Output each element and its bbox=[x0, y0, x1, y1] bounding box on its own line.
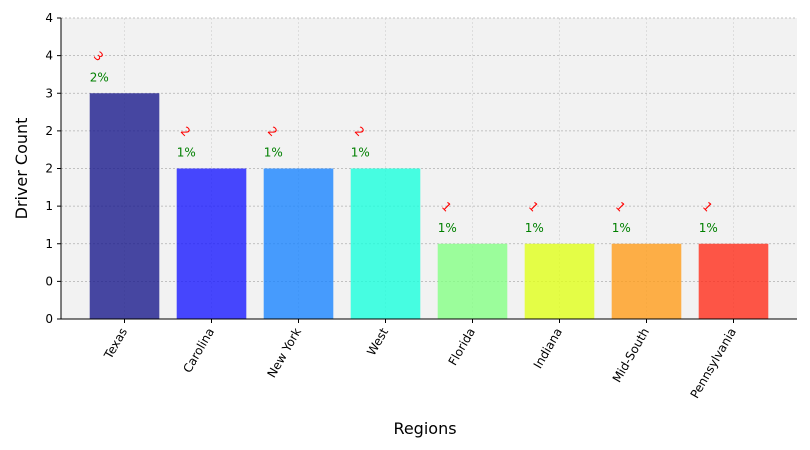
x-tick-label: Mid-South bbox=[610, 326, 652, 385]
y-tick-label: 4 bbox=[45, 49, 53, 63]
y-tick-label: 1 bbox=[45, 199, 53, 213]
bar-florida bbox=[437, 243, 508, 319]
x-tick-label: New York bbox=[265, 325, 305, 380]
percent-label: 1% bbox=[525, 221, 544, 235]
y-tick-label: 3 bbox=[45, 86, 53, 100]
x-tick-label: Texas bbox=[101, 326, 130, 363]
percent-label: 1% bbox=[351, 146, 370, 160]
x-tick-label: Pennsylvania bbox=[688, 326, 740, 401]
x-tick-label: Indiana bbox=[531, 326, 565, 371]
bar-carolina bbox=[176, 168, 247, 319]
bar-texas bbox=[89, 93, 160, 319]
x-tick-label: Florida bbox=[446, 325, 479, 367]
x-tick-label: Carolina bbox=[180, 326, 217, 376]
y-tick-label: 0 bbox=[45, 274, 53, 288]
x-tick-label: West bbox=[364, 325, 391, 358]
percent-label: 1% bbox=[438, 221, 457, 235]
bar-indiana bbox=[524, 243, 595, 319]
x-axis-title: Regions bbox=[393, 419, 456, 438]
bar-west bbox=[350, 168, 421, 319]
percent-label: 1% bbox=[612, 221, 631, 235]
percent-label: 1% bbox=[699, 221, 718, 235]
y-tick-label: 0 bbox=[45, 312, 53, 326]
y-tick-label: 4 bbox=[45, 11, 53, 25]
bar-new-york bbox=[263, 168, 334, 319]
percent-label: 1% bbox=[177, 146, 196, 160]
percent-label: 2% bbox=[90, 70, 109, 84]
bars bbox=[89, 93, 769, 319]
percent-label: 1% bbox=[264, 146, 283, 160]
y-tick-label: 1 bbox=[45, 237, 53, 251]
bar-mid-south bbox=[611, 243, 682, 319]
bar-pennsylvania bbox=[698, 243, 769, 319]
y-tick-label: 2 bbox=[45, 162, 53, 176]
y-axis-title: Driver Count bbox=[12, 118, 31, 220]
y-tick-label: 2 bbox=[45, 124, 53, 138]
